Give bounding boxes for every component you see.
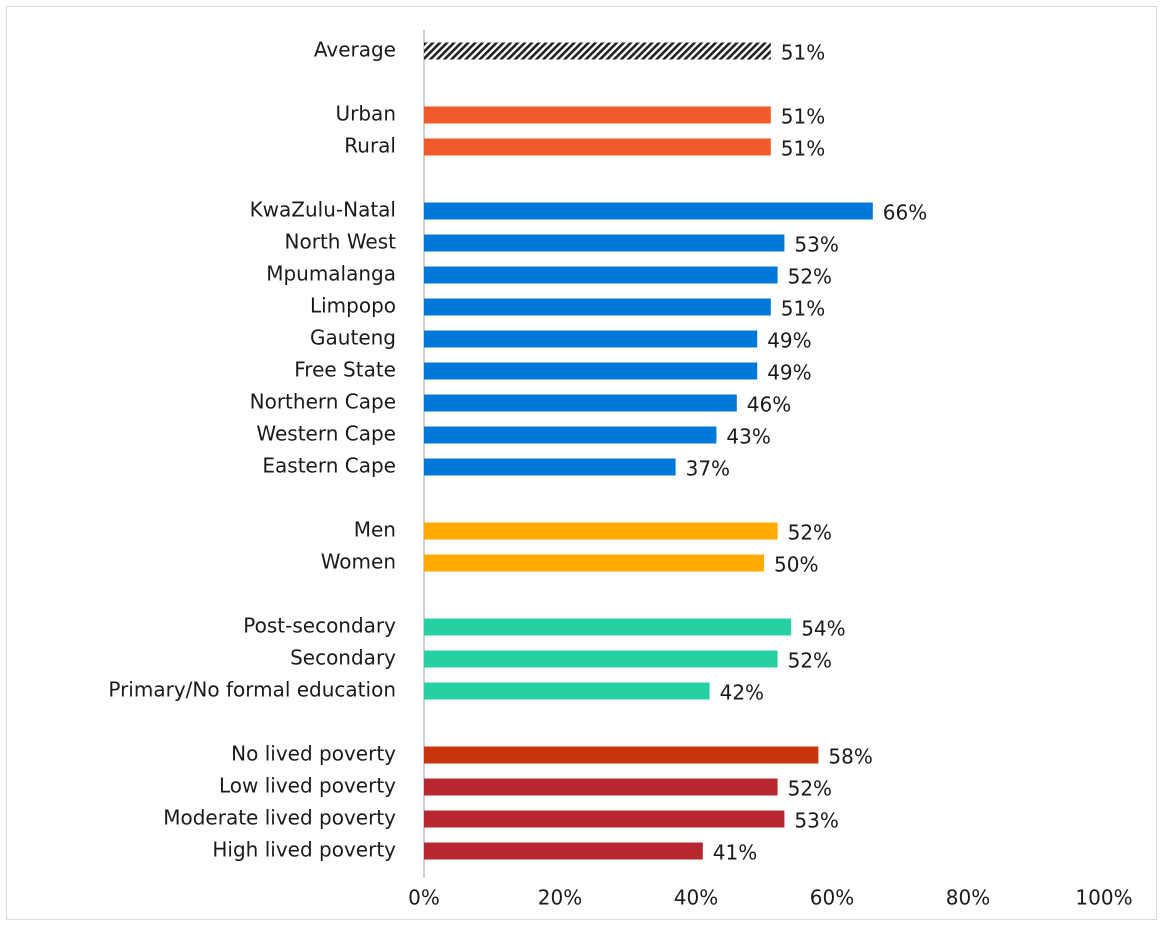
bar (424, 362, 758, 380)
y-tick-label: Primary/No formal education (108, 678, 396, 702)
data-label: 51% (781, 105, 825, 129)
y-tick-label: Post-secondary (243, 614, 396, 638)
bar (424, 202, 873, 220)
data-label: 43% (726, 425, 770, 449)
y-tick-label: Mpumalanga (266, 262, 396, 286)
data-label: 58% (828, 745, 872, 769)
data-label: 66% (883, 201, 927, 225)
data-label: 51% (781, 41, 825, 65)
y-tick-label: Urban (336, 102, 397, 126)
data-label: 41% (713, 841, 757, 865)
x-tick-label: 0% (408, 886, 440, 910)
bar (424, 842, 703, 860)
data-label: 37% (686, 457, 730, 481)
data-label: 50% (774, 553, 818, 577)
bar (424, 810, 785, 828)
y-tick-label: Eastern Cape (262, 454, 396, 478)
bar (424, 266, 778, 284)
bar (424, 426, 717, 444)
bar (424, 554, 764, 572)
y-tick-label: High lived poverty (212, 838, 396, 862)
y-tick-label: Women (321, 550, 396, 574)
bar (424, 522, 778, 540)
x-tick-label: 80% (946, 886, 990, 910)
bar (424, 330, 758, 348)
y-tick-label: Rural (344, 134, 396, 158)
data-label: 54% (801, 617, 845, 641)
bar (424, 618, 792, 636)
y-tick-label: Limpopo (310, 294, 396, 318)
x-tick-label: 60% (810, 886, 854, 910)
y-tick-label: No lived poverty (231, 742, 396, 766)
x-tick-label: 20% (538, 886, 582, 910)
y-tick-label: North West (285, 230, 397, 254)
x-tick-label: 100% (1075, 886, 1132, 910)
data-label: 53% (794, 233, 838, 257)
data-label: 52% (788, 777, 832, 801)
data-label: 49% (767, 361, 811, 385)
bar (424, 778, 778, 796)
bar (424, 682, 710, 700)
bar (424, 458, 676, 476)
y-tick-label: Average (314, 38, 396, 62)
bar (424, 234, 785, 252)
data-label: 46% (747, 393, 791, 417)
data-label: 51% (781, 297, 825, 321)
bar (424, 138, 771, 156)
bar (424, 106, 771, 124)
data-label: 52% (788, 649, 832, 673)
data-label: 52% (788, 265, 832, 289)
data-label: 51% (781, 137, 825, 161)
x-tick-label: 40% (674, 886, 718, 910)
bar (424, 650, 778, 668)
data-label: 49% (767, 329, 811, 353)
y-tick-label: Secondary (290, 646, 396, 670)
bar (424, 298, 771, 316)
y-tick-label: Free State (294, 358, 396, 382)
bar (424, 746, 819, 764)
data-label: 52% (788, 521, 832, 545)
y-tick-label: Western Cape (256, 422, 396, 446)
y-tick-label: Moderate lived poverty (163, 806, 396, 830)
data-label: 53% (794, 809, 838, 833)
y-tick-label: Low lived poverty (219, 774, 396, 798)
chart-border (6, 6, 1157, 920)
bar (424, 42, 771, 60)
y-tick-label: Gauteng (310, 326, 396, 350)
bar (424, 394, 737, 412)
data-label: 42% (720, 681, 764, 705)
y-tick-label: KwaZulu-Natal (250, 198, 396, 222)
y-tick-label: Men (354, 518, 396, 542)
y-tick-label: Northern Cape (250, 390, 396, 414)
